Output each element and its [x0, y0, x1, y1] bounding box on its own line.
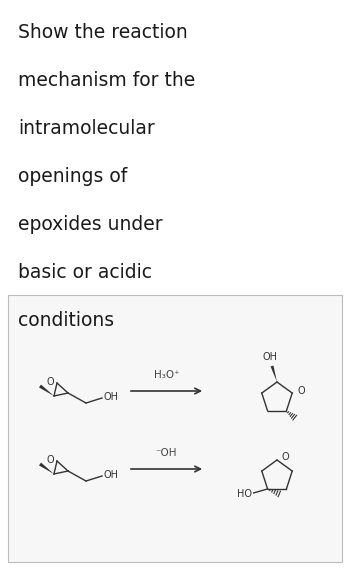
Text: O: O [282, 452, 290, 462]
Bar [8, 295, 342, 562]
Text: Show the reaction: Show the reaction [18, 23, 188, 42]
Text: ⁻OH: ⁻OH [156, 448, 177, 458]
Text: intramolecular: intramolecular [18, 119, 155, 138]
Polygon shape [39, 463, 54, 474]
Text: H₃O⁺: H₃O⁺ [154, 370, 179, 380]
Text: OH: OH [104, 392, 119, 402]
Text: epoxides under: epoxides under [18, 215, 163, 234]
Text: mechanism for the: mechanism for the [18, 71, 195, 90]
Text: HO: HO [237, 489, 252, 499]
Polygon shape [39, 385, 54, 396]
Text: O: O [46, 377, 54, 387]
Text: OH: OH [104, 470, 119, 480]
Polygon shape [271, 365, 277, 382]
Text: O: O [46, 455, 54, 465]
Text: conditions: conditions [18, 311, 114, 330]
Text: O: O [297, 386, 305, 396]
Text: basic or acidic: basic or acidic [18, 263, 152, 282]
Text: openings of: openings of [18, 167, 127, 186]
Text: OH: OH [262, 352, 278, 362]
